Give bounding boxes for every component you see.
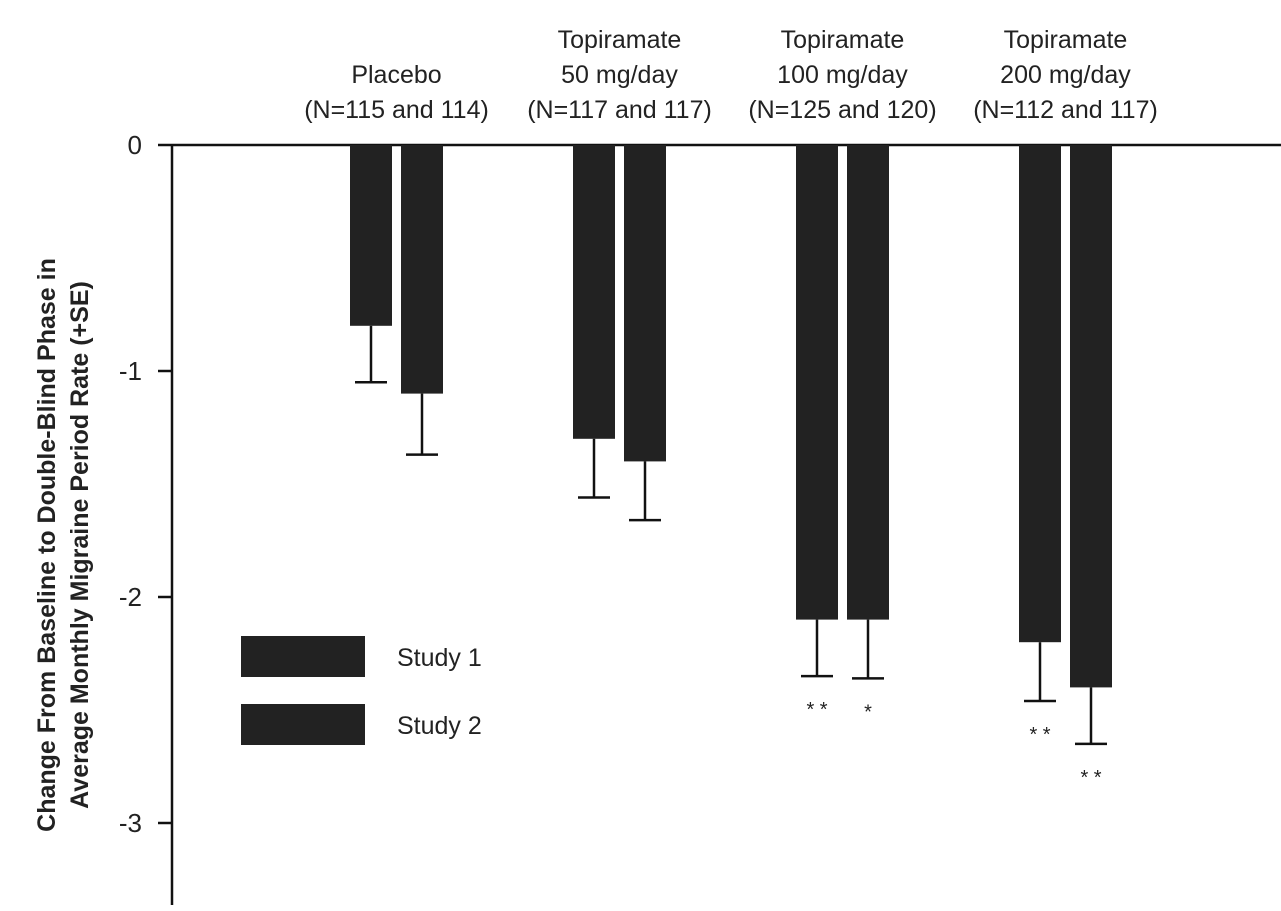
y-tick-label: -2: [119, 582, 142, 612]
category-label-line: 100 mg/day: [777, 61, 908, 89]
category-label-line: (N=112 and 117): [973, 96, 1158, 124]
y-tick-label: -1: [119, 356, 142, 386]
legend: Study 1 Study 2: [241, 636, 482, 745]
category-labels: Placebo (N=115 and 114) Topiramate 50 mg/da…: [304, 26, 1158, 124]
significance-marker: * *: [1080, 767, 1101, 789]
category-label-line: Topiramate: [781, 26, 905, 54]
y-axis-label: Change From Baseline to Double-Blind Pha…: [33, 258, 94, 832]
category-label-line: 50 mg/day: [561, 61, 678, 89]
category-label-line: Placebo: [351, 61, 441, 89]
y-axis-ticks: 0 -1 -2 -3: [119, 130, 172, 838]
y-axis-label-line: Average Monthly Migraine Period Rate (+S…: [66, 281, 94, 809]
legend-label: Study 2: [397, 712, 482, 740]
bar-study-2: [1070, 145, 1112, 688]
category-label-line: (N=117 and 117): [527, 96, 712, 124]
bar-study-2: [847, 145, 889, 620]
legend-swatch: [241, 636, 365, 677]
significance-marker: * *: [806, 699, 827, 721]
bar-study-2: [401, 145, 443, 394]
legend-label: Study 1: [397, 644, 482, 672]
y-axis-label-line: Change From Baseline to Double-Blind Pha…: [33, 258, 61, 832]
significance-marker: * *: [1029, 724, 1050, 746]
category-label-line: Topiramate: [558, 26, 682, 54]
y-tick-label: 0: [128, 130, 142, 160]
bar-study-1: [796, 145, 838, 620]
category-label-line: (N=115 and 114): [304, 96, 489, 124]
bars: * * * * * * *: [350, 145, 1112, 789]
significance-marker: *: [864, 701, 872, 723]
category-label-line: (N=125 and 120): [748, 96, 936, 124]
y-tick-label: -3: [119, 808, 142, 838]
bar-study-1: [573, 145, 615, 439]
bar-study-2: [624, 145, 666, 462]
bar-study-1: [1019, 145, 1061, 643]
axes: [170, 143, 1281, 905]
legend-swatch: [241, 704, 365, 745]
category-label-line: Topiramate: [1004, 26, 1128, 54]
category-label-line: 200 mg/day: [1000, 61, 1131, 89]
bar-study-1: [350, 145, 392, 326]
